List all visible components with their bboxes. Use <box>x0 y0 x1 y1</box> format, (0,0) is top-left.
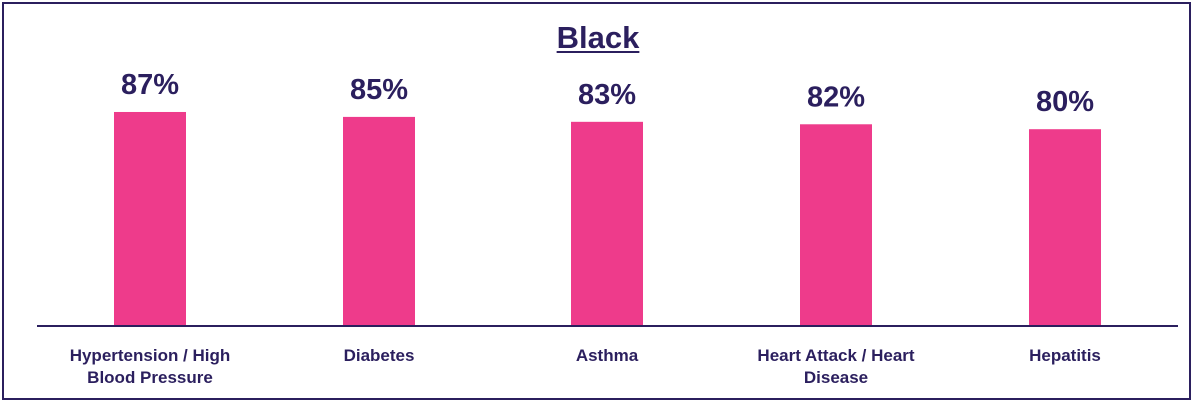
category-label-2: Diabetes <box>344 346 415 365</box>
chart-title: Black <box>556 20 640 55</box>
category-label-5: Hepatitis <box>1029 346 1101 365</box>
category-label-line: Blood Pressure <box>87 368 213 387</box>
category-label-line: Hypertension / High <box>70 346 231 365</box>
value-label-2: 85% <box>350 74 408 106</box>
category-label-1: Hypertension / High Blood Pressure <box>70 346 231 387</box>
bar-2 <box>343 116 415 327</box>
category-label-4: Heart Attack / Heart Disease <box>757 346 914 387</box>
category-label-line: Heart Attack / Heart <box>757 346 914 365</box>
bar-5 <box>1029 129 1101 326</box>
bar-1 <box>114 111 186 326</box>
bar-3 <box>571 121 643 326</box>
value-label-1: 87% <box>121 69 179 101</box>
bar-4 <box>800 124 872 326</box>
category-label-line: Asthma <box>576 346 639 365</box>
category-label-line: Diabetes <box>344 346 415 365</box>
value-label-5: 80% <box>1036 86 1094 118</box>
category-label-3: Asthma <box>576 346 639 365</box>
value-label-4: 82% <box>807 81 865 113</box>
category-label-line: Hepatitis <box>1029 346 1101 365</box>
value-label-3: 83% <box>578 79 636 111</box>
category-label-line: Disease <box>804 368 868 387</box>
